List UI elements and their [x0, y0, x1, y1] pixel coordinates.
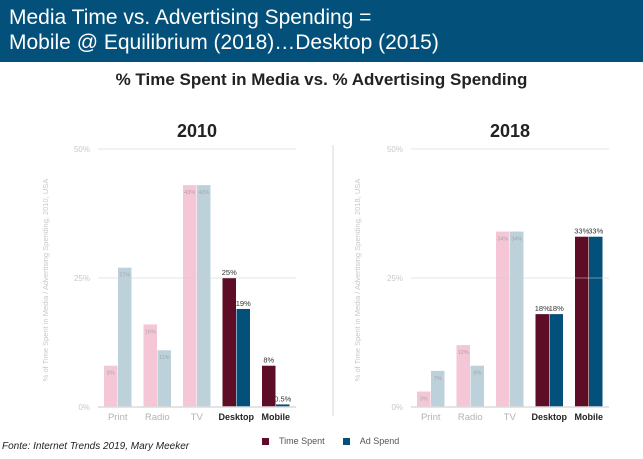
bar-2018-radio-ad-spend: [470, 365, 484, 407]
source-note: Fonte: Internet Trends 2019, Mary Meeker: [2, 441, 190, 452]
bar-2018-print-time-spent: [417, 391, 431, 407]
chart-subtitle: % Time Spent in Media vs. % Advertising …: [115, 70, 528, 89]
legend-label-ad-spend: Ad Spend: [359, 436, 400, 446]
x-tick-label-print: Print: [421, 412, 441, 423]
data-label: 11%: [159, 355, 170, 361]
x-tick-label-desktop: Desktop: [531, 412, 567, 422]
legend-item-time-spent: Time Spent: [262, 436, 325, 446]
x-tick-label-tv: TV: [504, 412, 517, 423]
bar-2010-mobile-time-spent: [262, 365, 276, 407]
legend-item-ad-spend: Ad Spend: [342, 436, 400, 446]
data-label: 33%: [588, 227, 603, 236]
panel-title-2018: 2018: [489, 121, 531, 141]
bar-2018-mobile-ad-spend: [589, 236, 603, 407]
header-banner: Media Time vs. Advertising Spending = Mo…: [0, 0, 643, 62]
y-tick-label: 50%: [387, 145, 403, 154]
data-label: 8%: [473, 371, 481, 377]
banner-title-line-2: Mobile @ Equilibrium (2018)…Desktop (201…: [9, 31, 439, 54]
data-label: 43%: [184, 190, 195, 196]
bar-2018-print-ad-spend: [431, 370, 445, 407]
chart-2010: 8% 27% Print 16% 11% Radio 43% 43% TV 25% 19% Deskt…: [41, 145, 296, 423]
data-label: 33%: [574, 227, 589, 236]
y-tick-label: 50%: [74, 145, 90, 154]
data-label: 3%: [420, 397, 428, 403]
data-label: 34%: [511, 237, 522, 243]
y-tick-label: 25%: [74, 274, 90, 283]
bar-2018-tv-time-spent: [496, 231, 510, 407]
bar-2018-radio-time-spent: [456, 345, 470, 407]
bar-2010-print-time-spent: [104, 365, 118, 407]
bar-2010-radio-ad-spend: [157, 350, 171, 407]
bar-2010-mobile-ad-spend: [276, 404, 290, 407]
data-label: 43%: [198, 190, 209, 196]
bar-2010-desktop-ad-spend: [236, 308, 250, 407]
x-tick-label-print: Print: [108, 412, 128, 423]
x-tick-label-radio: Radio: [145, 412, 170, 423]
bar-2010-tv-ad-spend: [197, 185, 211, 407]
data-label: 7%: [434, 376, 442, 382]
bar-2018-desktop-time-spent: [535, 314, 549, 407]
data-label: 16%: [145, 329, 156, 335]
bar-2018-desktop-ad-spend: [549, 314, 563, 407]
y-axis-label: % of Time Spent in Media / Advertising S…: [41, 179, 50, 382]
bar-2018-mobile-time-spent: [575, 236, 589, 407]
chart-2018: 3% 7% Print 12% 8% Radio 34% 34% TV 18%18% Desktop…: [353, 145, 609, 423]
data-label: 25%: [222, 268, 237, 277]
x-tick-label-mobile: Mobile: [262, 412, 291, 422]
x-tick-label-desktop: Desktop: [218, 412, 254, 422]
bar-2010-tv-time-spent: [183, 185, 197, 407]
legend-label-time-spent: Time Spent: [279, 436, 325, 446]
data-label: 19%: [236, 299, 251, 308]
data-label: 12%: [458, 350, 469, 356]
legend: Time Spent Ad Spend: [262, 436, 417, 446]
data-label: 0.5%: [274, 394, 291, 403]
x-tick-label-tv: TV: [191, 412, 204, 423]
banner-title-line-1: Media Time vs. Advertising Spending =: [9, 6, 372, 29]
y-tick-label: 0%: [78, 403, 90, 412]
data-label: 18%: [535, 304, 550, 313]
data-label: 34%: [497, 237, 508, 243]
bar-2018-tv-ad-spend: [510, 231, 524, 407]
y-tick-label: 25%: [387, 274, 403, 283]
data-label: 8%: [107, 371, 115, 377]
bar-2010-radio-time-spent: [143, 324, 157, 407]
legend-swatch-ad-spend: [342, 437, 350, 445]
legend-swatch-time-spent: [262, 437, 269, 445]
x-tick-label-radio: Radio: [458, 412, 483, 423]
x-tick-label-mobile: Mobile: [575, 412, 604, 422]
panel-title-2010: 2010: [176, 121, 218, 141]
data-label: 8%: [263, 356, 274, 365]
y-axis-label: % of Time Spent in Media / Advertising S…: [353, 179, 362, 382]
data-label: 18%: [549, 304, 564, 313]
data-label: 27%: [119, 273, 130, 279]
y-tick-label: 0%: [391, 403, 403, 412]
bar-2010-print-ad-spend: [118, 267, 132, 407]
bar-2010-desktop-time-spent: [222, 278, 236, 407]
